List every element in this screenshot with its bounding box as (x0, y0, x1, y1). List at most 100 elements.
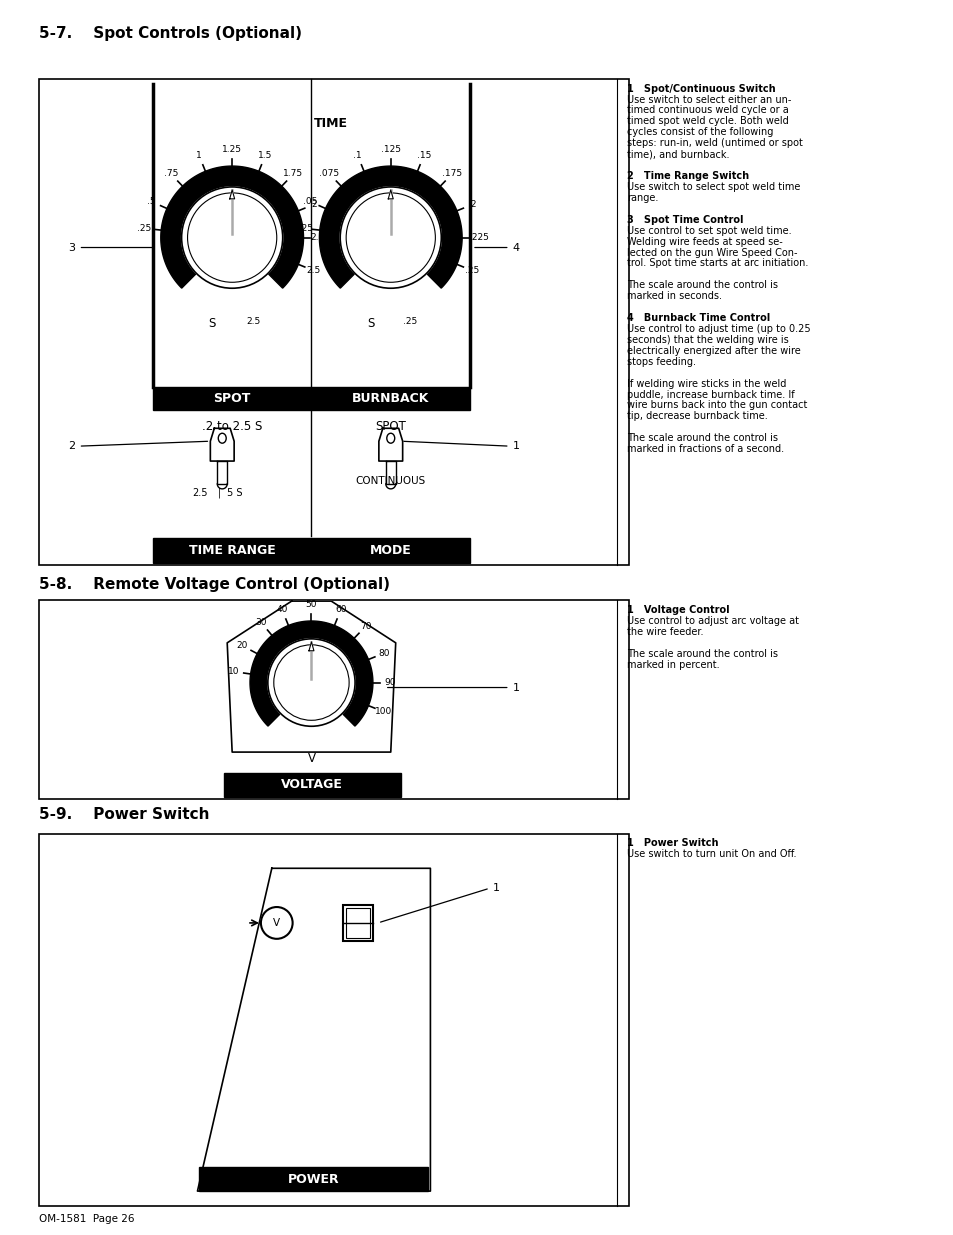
Text: 4   Burnback Time Control: 4 Burnback Time Control (626, 312, 769, 324)
Text: V: V (273, 918, 280, 927)
Text: 1.5: 1.5 (257, 151, 273, 161)
Text: .25: .25 (465, 267, 479, 275)
Text: .2: .2 (468, 200, 476, 209)
Bar (152, 537, 311, 563)
Text: 70: 70 (359, 621, 372, 631)
Text: S: S (209, 317, 215, 330)
Text: steps: run-in, weld (untimed or spot: steps: run-in, weld (untimed or spot (626, 138, 801, 148)
Text: .15: .15 (416, 151, 431, 161)
Text: puddle, increase burnback time. If: puddle, increase burnback time. If (626, 389, 794, 400)
Text: Use control to adjust time (up to 0.25: Use control to adjust time (up to 0.25 (626, 324, 809, 333)
Text: .05: .05 (303, 198, 317, 206)
Text: SPOT: SPOT (213, 391, 251, 405)
Text: S: S (367, 317, 375, 330)
Text: TIME RANGE: TIME RANGE (189, 543, 275, 557)
Text: Use switch to select either an un-: Use switch to select either an un- (626, 95, 790, 105)
Circle shape (340, 186, 441, 288)
Bar (152, 387, 311, 410)
Polygon shape (388, 190, 393, 199)
Text: .5: .5 (147, 198, 155, 206)
Text: The scale around the control is: The scale around the control is (626, 648, 777, 658)
Text: VOLTAGE: VOLTAGE (280, 778, 342, 792)
Text: 2   Time Range Switch: 2 Time Range Switch (626, 170, 748, 182)
Text: 1   Voltage Control: 1 Voltage Control (626, 605, 728, 615)
Text: 40: 40 (276, 605, 288, 614)
Text: 5-7.    Spot Controls (Optional): 5-7. Spot Controls (Optional) (39, 26, 301, 41)
Text: .225: .225 (469, 233, 488, 242)
Text: tip, decrease burnback time.: tip, decrease burnback time. (626, 411, 766, 421)
Ellipse shape (218, 433, 226, 443)
Text: TIME: TIME (314, 117, 348, 130)
Text: 80: 80 (378, 648, 390, 658)
Polygon shape (217, 484, 227, 489)
Ellipse shape (386, 433, 395, 443)
Text: electrically energized after the wire: electrically energized after the wire (626, 346, 800, 356)
Text: SPOT: SPOT (375, 420, 406, 433)
Text: marked in fractions of a second.: marked in fractions of a second. (626, 445, 783, 454)
Text: marked in seconds.: marked in seconds. (626, 291, 720, 301)
Text: Welding wire feeds at speed se-: Welding wire feeds at speed se- (626, 237, 781, 247)
Polygon shape (319, 165, 461, 288)
Text: .025: .025 (293, 224, 313, 233)
Polygon shape (197, 868, 430, 1191)
Text: timed spot weld cycle. Both weld: timed spot weld cycle. Both weld (626, 116, 787, 126)
Text: 50: 50 (305, 599, 317, 609)
Text: 1: 1 (512, 683, 519, 693)
Text: BURNBACK: BURNBACK (352, 391, 429, 405)
Text: The scale around the control is: The scale around the control is (626, 280, 777, 290)
Bar (39, 834, 628, 1207)
Polygon shape (227, 601, 395, 752)
Text: 1.75: 1.75 (283, 169, 303, 179)
Text: OM-1581  Page 26: OM-1581 Page 26 (39, 1214, 134, 1224)
Bar (39, 600, 628, 799)
Text: 5-9.    Power Switch: 5-9. Power Switch (39, 806, 209, 821)
Text: 4: 4 (512, 242, 519, 252)
Bar (224, 773, 400, 797)
Text: POWER: POWER (288, 1173, 339, 1186)
Text: 1   Power Switch: 1 Power Switch (626, 839, 718, 848)
Polygon shape (378, 429, 402, 461)
Text: 10: 10 (228, 667, 239, 676)
Circle shape (268, 638, 355, 726)
Text: .175: .175 (441, 169, 461, 179)
Text: The scale around the control is: The scale around the control is (626, 433, 777, 443)
Bar (39, 79, 628, 566)
Polygon shape (385, 461, 395, 484)
Text: 5 S: 5 S (227, 488, 242, 498)
Text: .2 to 2.5 S: .2 to 2.5 S (202, 420, 262, 433)
Text: 5-8.    Remote Voltage Control (Optional): 5-8. Remote Voltage Control (Optional) (39, 577, 390, 593)
Text: 100: 100 (375, 708, 393, 716)
Text: 2.25: 2.25 (310, 233, 330, 242)
Bar (199, 1167, 428, 1191)
Text: .125: .125 (380, 144, 400, 153)
Text: 60: 60 (335, 605, 346, 614)
Text: range.: range. (626, 193, 658, 203)
Text: 2.5: 2.5 (247, 317, 261, 326)
Polygon shape (217, 461, 227, 484)
Text: CONTINUOUS: CONTINUOUS (355, 475, 425, 485)
Text: 1: 1 (512, 441, 519, 451)
Text: 2.5: 2.5 (192, 488, 207, 498)
Polygon shape (385, 484, 395, 489)
Text: 1: 1 (196, 151, 202, 161)
Polygon shape (161, 165, 303, 288)
Text: Use control to set spot weld time.: Use control to set spot weld time. (626, 226, 790, 236)
Text: 3: 3 (69, 242, 75, 252)
Text: .1: .1 (353, 151, 361, 161)
Text: .25: .25 (137, 224, 152, 233)
Circle shape (260, 906, 293, 939)
Circle shape (181, 186, 282, 288)
Text: If welding wire sticks in the weld: If welding wire sticks in the weld (626, 379, 785, 389)
Text: 2: 2 (69, 441, 75, 451)
Text: MODE: MODE (370, 543, 411, 557)
Text: 30: 30 (255, 618, 267, 627)
Text: V: V (307, 752, 315, 766)
Text: time), and burnback.: time), and burnback. (626, 149, 728, 159)
Text: .075: .075 (319, 169, 339, 179)
Text: .75: .75 (164, 169, 178, 179)
Polygon shape (309, 642, 314, 651)
Text: cycles consist of the following: cycles consist of the following (626, 127, 772, 137)
Text: marked in percent.: marked in percent. (626, 659, 719, 669)
Polygon shape (250, 621, 373, 726)
Polygon shape (230, 190, 234, 199)
